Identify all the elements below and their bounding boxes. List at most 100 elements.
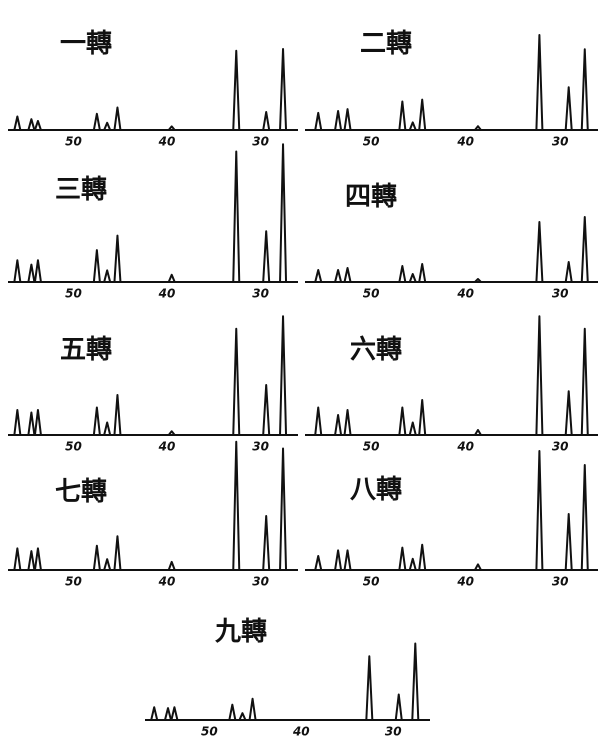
x-tick-label: 40 xyxy=(456,287,474,301)
peak xyxy=(103,269,112,283)
peak xyxy=(474,278,482,283)
peak xyxy=(394,693,403,721)
peak xyxy=(103,558,112,571)
peak xyxy=(580,464,589,571)
peak xyxy=(103,421,112,436)
peak xyxy=(365,655,374,721)
peak xyxy=(113,394,122,436)
peak xyxy=(279,48,288,131)
peak xyxy=(564,513,573,571)
peak xyxy=(535,34,544,131)
peak xyxy=(27,411,36,436)
peak xyxy=(398,100,407,131)
peak xyxy=(92,406,101,436)
x-tick-label: 40 xyxy=(292,725,310,739)
peak xyxy=(113,106,122,131)
panel-title: 六轉 xyxy=(350,334,402,365)
x-tick-label: 40 xyxy=(158,440,176,454)
peak xyxy=(314,111,323,131)
peak xyxy=(150,706,159,721)
peak xyxy=(27,118,36,131)
x-tick-label: 30 xyxy=(552,135,569,149)
peak xyxy=(343,409,352,436)
peak xyxy=(13,409,22,436)
panel-title: 七轉 xyxy=(55,476,107,507)
peak xyxy=(279,447,288,571)
peak xyxy=(334,269,343,283)
x-tick-label: 40 xyxy=(158,287,176,301)
peak xyxy=(343,267,352,283)
x-tick-label: 30 xyxy=(552,287,569,301)
peak xyxy=(33,547,42,571)
x-tick-label: 50 xyxy=(363,440,380,454)
peak xyxy=(232,150,241,283)
panel-title: 八轉 xyxy=(350,474,402,505)
peak xyxy=(113,234,122,283)
peak xyxy=(228,703,237,721)
peak xyxy=(580,216,589,283)
peak xyxy=(262,515,271,571)
x-tick-label: 50 xyxy=(363,135,380,149)
peak xyxy=(314,406,323,436)
peak xyxy=(232,49,241,131)
peak xyxy=(334,414,343,436)
panel-title: 三轉 xyxy=(55,174,107,205)
peak xyxy=(248,697,257,721)
peak xyxy=(262,230,271,283)
peak xyxy=(580,48,589,131)
peak xyxy=(564,390,573,436)
x-tick-label: 30 xyxy=(552,575,569,589)
peak xyxy=(334,549,343,571)
x-tick-label: 30 xyxy=(385,725,402,739)
x-tick-label: 40 xyxy=(456,135,474,149)
peak xyxy=(13,259,22,283)
peak xyxy=(238,712,247,721)
peak xyxy=(564,261,573,283)
x-tick-label: 50 xyxy=(65,287,82,301)
peak xyxy=(232,327,241,436)
peak xyxy=(167,560,176,571)
x-tick-label: 30 xyxy=(252,135,269,149)
peak xyxy=(343,549,352,571)
peak xyxy=(408,421,417,436)
peak xyxy=(167,125,176,131)
peak xyxy=(408,557,417,571)
peak xyxy=(314,555,323,571)
x-tick-label: 30 xyxy=(252,287,269,301)
peak xyxy=(262,111,271,131)
peak xyxy=(92,544,101,571)
peak xyxy=(535,450,544,571)
x-tick-label: 40 xyxy=(158,575,176,589)
peak xyxy=(170,706,179,721)
panel-title: 一轉 xyxy=(60,28,112,59)
x-tick-label: 50 xyxy=(65,440,82,454)
peak xyxy=(398,406,407,436)
peak xyxy=(474,563,482,571)
peak xyxy=(27,263,36,283)
peak xyxy=(33,259,42,283)
peak xyxy=(262,384,271,436)
peak xyxy=(411,642,420,721)
peak xyxy=(535,315,544,436)
panel-title: 二轉 xyxy=(360,28,412,59)
peak xyxy=(474,125,482,131)
peak xyxy=(113,535,122,571)
x-tick-label: 30 xyxy=(552,440,569,454)
panel-title: 九轉 xyxy=(214,616,267,647)
peak xyxy=(279,315,288,436)
peak xyxy=(314,269,323,283)
x-tick-label: 50 xyxy=(65,135,82,149)
peak xyxy=(418,98,427,131)
peak xyxy=(13,115,22,131)
x-tick-label: 30 xyxy=(252,440,269,454)
x-tick-label: 50 xyxy=(363,287,380,301)
peak xyxy=(334,110,343,131)
peak xyxy=(164,707,172,721)
x-tick-label: 40 xyxy=(158,135,176,149)
x-tick-label: 50 xyxy=(65,575,82,589)
peak xyxy=(343,108,352,131)
peak xyxy=(13,547,22,571)
x-tick-label: 50 xyxy=(201,725,218,739)
peak xyxy=(398,546,407,571)
peak xyxy=(27,550,36,571)
